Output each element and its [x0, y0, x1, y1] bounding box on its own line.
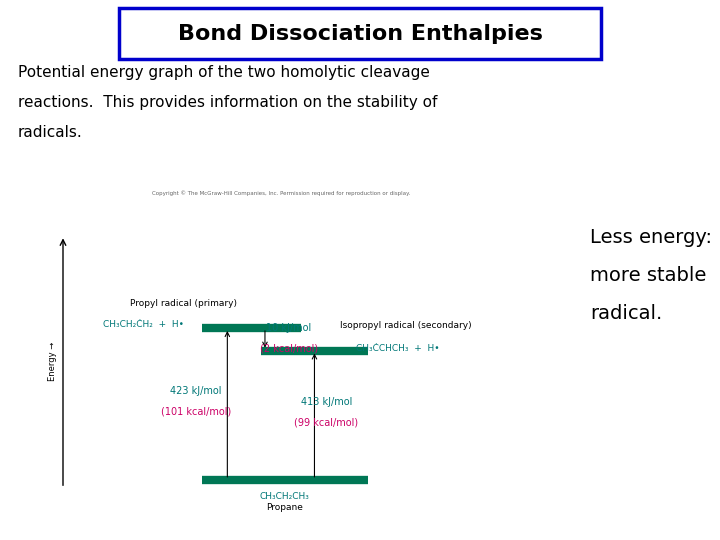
Text: CH₃ĊCHCH₃  +  H•: CH₃ĊCHCH₃ + H• [356, 344, 440, 353]
Text: (2 kcal/mol): (2 kcal/mol) [260, 343, 318, 354]
Text: Isopropyl radical (secondary): Isopropyl radical (secondary) [341, 321, 472, 330]
Text: radical.: radical. [590, 303, 662, 323]
Text: Energy →: Energy → [48, 342, 57, 381]
Text: (99 kcal/mol): (99 kcal/mol) [294, 418, 359, 428]
Text: more stable: more stable [590, 266, 707, 285]
Text: Propyl radical (primary): Propyl radical (primary) [130, 299, 238, 308]
Text: Propane: Propane [266, 503, 303, 512]
Text: Copyright © The McGraw-Hill Companies, Inc. Permission required for reproduction: Copyright © The McGraw-Hill Companies, I… [152, 191, 410, 196]
Text: CH₃CH₂ĊH₂  +  H•: CH₃CH₂ĊH₂ + H• [103, 320, 184, 329]
Text: Potential energy graph of the two homolytic cleavage: Potential energy graph of the two homoly… [18, 65, 430, 80]
Text: 413 kJ/mol: 413 kJ/mol [301, 397, 352, 407]
Text: reactions.  This provides information on the stability of: reactions. This provides information on … [18, 95, 437, 110]
Text: CH₃CH₂CH₃: CH₃CH₂CH₃ [260, 491, 310, 501]
Text: radicals.: radicals. [18, 125, 83, 140]
Text: 423 kJ/mol: 423 kJ/mol [170, 386, 222, 396]
Text: Less energy:: Less energy: [590, 228, 712, 247]
Text: Bond Dissociation Enthalpies: Bond Dissociation Enthalpies [178, 24, 542, 44]
Text: 10 kJ/mol: 10 kJ/mol [266, 323, 311, 333]
Text: (101 kcal/mol): (101 kcal/mol) [161, 407, 231, 417]
FancyBboxPatch shape [119, 8, 601, 59]
